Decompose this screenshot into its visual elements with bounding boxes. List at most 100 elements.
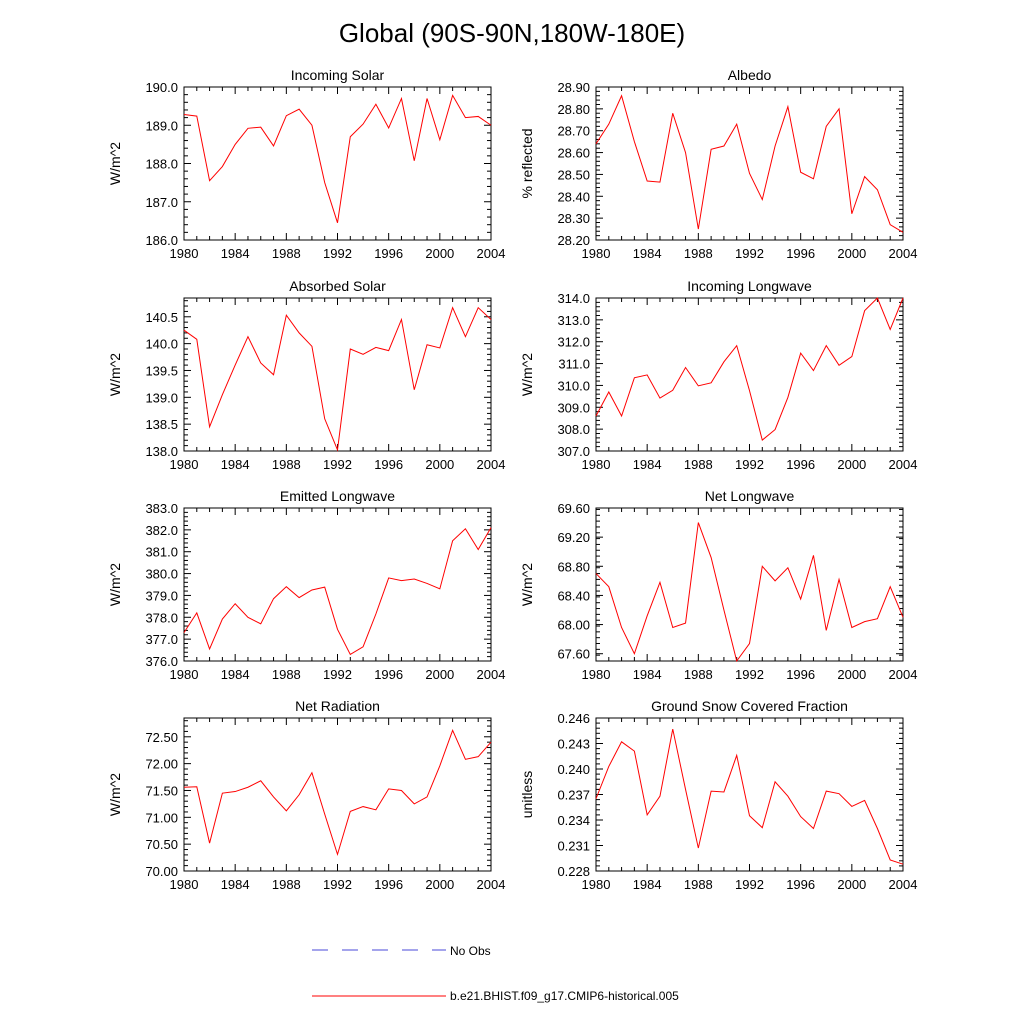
net-radiation-xtick-label: 1980 — [170, 877, 199, 892]
incoming-solar-xtick-label: 1996 — [374, 246, 403, 261]
incoming-longwave-ytick-label: 314.0 — [557, 291, 590, 306]
net-longwave-xtick-label: 1992 — [735, 667, 764, 682]
ground-snow-covered-fraction-series-line — [595, 728, 904, 865]
incoming-solar-frame — [183, 86, 492, 241]
absorbed-solar-xtick-label: 1988 — [272, 457, 301, 472]
ground-snow-covered-fraction-xtick-label: 1988 — [684, 877, 713, 892]
albedo-ytick-label: 28.80 — [557, 102, 590, 117]
incoming-longwave-ytick-label: 307.0 — [557, 444, 590, 459]
incoming-longwave-frame — [595, 297, 904, 452]
incoming-longwave-xtick-label: 1988 — [684, 457, 713, 472]
absorbed-solar-ylabel: W/m^2 — [107, 353, 123, 396]
incoming-longwave-xtick-label: 1980 — [582, 457, 611, 472]
emitted-longwave-xtick-label: 2004 — [477, 667, 506, 682]
net-radiation-xtick-label: 1988 — [272, 877, 301, 892]
albedo-xtick-label: 1984 — [633, 246, 662, 261]
incoming-solar-xtick-label: 1992 — [323, 246, 352, 261]
incoming-longwave-ylabel: W/m^2 — [519, 353, 535, 396]
absorbed-solar-ytick-label: 138.5 — [145, 417, 178, 432]
net-longwave-ytick-label: 68.00 — [557, 618, 590, 633]
net-longwave-ytick-label: 68.80 — [557, 559, 590, 574]
ground-snow-covered-fraction-title: Ground Snow Covered Fraction — [651, 698, 848, 714]
albedo-title: Albedo — [728, 67, 772, 83]
incoming-longwave-xtick-label: 1996 — [786, 457, 815, 472]
emitted-longwave-series-line — [183, 527, 492, 656]
ground-snow-covered-fraction-xtick-label: 2004 — [889, 877, 918, 892]
incoming-solar-panel: Incoming Solar W/m^2 1980 1984 1988 1992 1996 2… — [107, 67, 505, 261]
net-radiation-panel: Net Radiation W/m^2 1980 1984 1988 1992 1996 20… — [107, 698, 505, 892]
figure-title: Global (90S-90N,180W-180E) — [339, 18, 685, 48]
incoming-longwave-xtick-label: 2004 — [889, 457, 918, 472]
incoming-longwave-ytick-label: 309.0 — [557, 400, 590, 415]
albedo-frame — [595, 86, 904, 241]
incoming-solar-ytick-label: 190.0 — [145, 80, 178, 95]
incoming-solar-ytick-label: 188.0 — [145, 157, 178, 172]
albedo-ytick-label: 28.70 — [557, 124, 590, 139]
legend-model-label: b.e21.BHIST.f09_g17.CMIP6-historical.005 — [450, 989, 679, 1003]
emitted-longwave-ytick-label: 378.0 — [145, 610, 178, 625]
ground-snow-covered-fraction-ytick-label: 0.246 — [557, 711, 590, 726]
net-radiation-ylabel: W/m^2 — [107, 773, 123, 816]
ground-snow-covered-fraction-xtick-label: 1984 — [633, 877, 662, 892]
absorbed-solar-ytick-label: 138.0 — [145, 444, 178, 459]
absorbed-solar-xtick-label: 2000 — [425, 457, 454, 472]
net-radiation-frame — [183, 717, 492, 872]
incoming-solar-xtick-label: 1988 — [272, 246, 301, 261]
net-longwave-panel: Net Longwave W/m^2 1980 1984 1988 1992 1996 200… — [519, 488, 917, 682]
net-longwave-xtick-label: 1996 — [786, 667, 815, 682]
ground-snow-covered-fraction-ytick-label: 0.234 — [557, 813, 590, 828]
net-radiation-ytick-label: 72.50 — [145, 730, 178, 745]
ground-snow-covered-fraction-ytick-label: 0.243 — [557, 737, 590, 752]
incoming-solar-ytick-label: 186.0 — [145, 233, 178, 248]
ground-snow-covered-fraction-ytick-label: 0.237 — [557, 788, 590, 803]
emitted-longwave-ytick-label: 381.0 — [145, 545, 178, 560]
absorbed-solar-ytick-label: 139.0 — [145, 390, 178, 405]
emitted-longwave-ytick-label: 380.0 — [145, 567, 178, 582]
incoming-solar-ytick-label: 189.0 — [145, 118, 178, 133]
ground-snow-covered-fraction-xtick-label: 1980 — [582, 877, 611, 892]
incoming-solar-xtick-label: 2000 — [425, 246, 454, 261]
emitted-longwave-title: Emitted Longwave — [280, 488, 395, 504]
incoming-solar-xtick-label: 1984 — [221, 246, 250, 261]
incoming-longwave-ytick-label: 308.0 — [557, 422, 590, 437]
albedo-xtick-label: 2000 — [837, 246, 866, 261]
albedo-ytick-label: 28.50 — [557, 167, 590, 182]
albedo-ytick-label: 28.60 — [557, 146, 590, 161]
ground-snow-covered-fraction-ytick-label: 0.240 — [557, 762, 590, 777]
absorbed-solar-xtick-label: 1980 — [170, 457, 199, 472]
absorbed-solar-frame — [183, 297, 492, 452]
emitted-longwave-xtick-label: 1988 — [272, 667, 301, 682]
net-longwave-ylabel: W/m^2 — [519, 563, 535, 606]
emitted-longwave-ytick-label: 376.0 — [145, 654, 178, 669]
net-longwave-ytick-label: 69.60 — [557, 501, 590, 516]
net-radiation-ytick-label: 71.00 — [145, 810, 178, 825]
emitted-longwave-ytick-label: 379.0 — [145, 588, 178, 603]
net-radiation-ytick-label: 71.50 — [145, 783, 178, 798]
emitted-longwave-xtick-label: 1984 — [221, 667, 250, 682]
net-radiation-title: Net Radiation — [295, 698, 380, 714]
net-radiation-xtick-label: 1996 — [374, 877, 403, 892]
ground-snow-covered-fraction-xtick-label: 1992 — [735, 877, 764, 892]
albedo-ytick-label: 28.30 — [557, 211, 590, 226]
net-longwave-xtick-label: 1988 — [684, 667, 713, 682]
albedo-ytick-label: 28.90 — [557, 80, 590, 95]
incoming-longwave-panel: Incoming Longwave W/m^2 1980 1984 1988 1992 19… — [519, 278, 917, 472]
absorbed-solar-ytick-label: 140.5 — [145, 310, 178, 325]
net-longwave-ytick-label: 68.40 — [557, 588, 590, 603]
albedo-panel: Albedo % reflected 1980 1984 1988 1992 1996 200… — [519, 67, 917, 261]
ground-snow-covered-fraction-ytick-label: 0.228 — [557, 864, 590, 879]
incoming-solar-series-line — [183, 94, 492, 223]
net-longwave-xtick-label: 1984 — [633, 667, 662, 682]
net-radiation-series-line — [183, 729, 492, 857]
net-radiation-ytick-label: 70.00 — [145, 864, 178, 879]
albedo-xtick-label: 1996 — [786, 246, 815, 261]
emitted-longwave-ylabel: W/m^2 — [107, 563, 123, 606]
net-radiation-ytick-label: 70.50 — [145, 837, 178, 852]
legend-obs-label: No Obs — [450, 944, 491, 958]
absorbed-solar-panel: Absorbed Solar W/m^2 1980 1984 1988 1992 1996 2… — [107, 278, 505, 472]
emitted-longwave-frame — [183, 507, 492, 662]
net-longwave-xtick-label: 2004 — [889, 667, 918, 682]
incoming-solar-ylabel: W/m^2 — [107, 142, 123, 185]
ground-snow-covered-fraction-ytick-label: 0.231 — [557, 839, 590, 854]
